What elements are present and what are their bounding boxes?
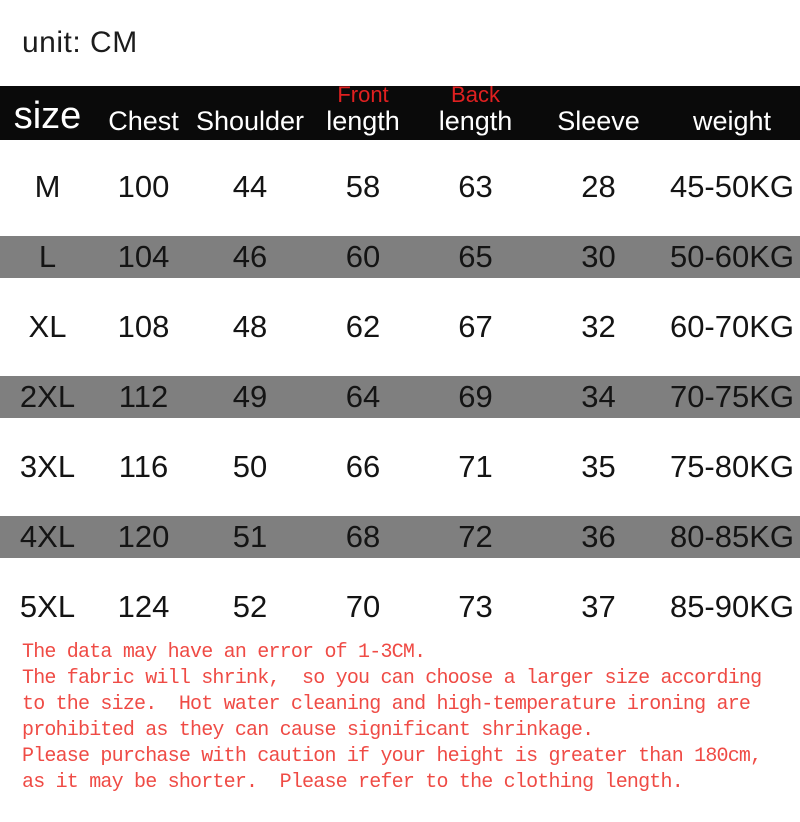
weight-cell: 70-75KG	[669, 379, 795, 414]
chest-cell: 116	[118, 449, 169, 484]
back-length-cell: 69	[458, 379, 493, 414]
disclaimer-notes: The data may have an error of 1-3CM. The…	[0, 640, 800, 796]
size-cell: L	[38, 239, 57, 274]
front-length-cell: 60	[345, 239, 381, 274]
table-row-3xl: 3XL 116 50 66 71 35 75-80KG	[0, 432, 800, 502]
column-header-shoulder: Shoulder	[192, 86, 308, 140]
weight-cell: 80-85KG	[669, 519, 795, 554]
sleeve-cell: 34	[581, 379, 616, 414]
shoulder-cell: 50	[232, 449, 268, 484]
sleeve-cell: 37	[581, 589, 616, 624]
table-row-5xl: 5XL 124 52 70 73 37 85-90KG	[0, 572, 800, 642]
front-length-cell: 66	[345, 449, 381, 484]
column-header-sleeve-label: Sleeve	[557, 106, 640, 136]
table-body: M 100 44 58 63 28 45-50KG L 104 46 60 65…	[0, 152, 800, 642]
shoulder-cell: 52	[232, 589, 268, 624]
size-cell: 3XL	[19, 449, 76, 484]
chest-cell: 104	[117, 239, 170, 274]
size-cell: 4XL	[19, 519, 76, 554]
shoulder-cell: 51	[232, 519, 268, 554]
column-header-size: size	[0, 86, 95, 140]
chest-cell: 112	[118, 379, 169, 414]
table-row-l: L 104 46 60 65 30 50-60KG	[0, 222, 800, 292]
sleeve-cell: 30	[581, 239, 616, 274]
column-header-chest: Chest	[95, 86, 192, 140]
column-header-front-accent: Front	[337, 82, 389, 107]
size-cell: 2XL	[19, 379, 76, 414]
table-header: size Chest Shoulder Front length Back le…	[0, 82, 800, 140]
sleeve-cell: 32	[581, 309, 616, 344]
sleeve-cell: 28	[581, 169, 616, 204]
table-row-xl: XL 108 48 62 67 32 60-70KG	[0, 292, 800, 362]
front-length-cell: 64	[345, 379, 381, 414]
unit-label: unit: CM	[22, 26, 138, 59]
note-line: The fabric will shrink, so you can choos…	[22, 667, 762, 690]
column-header-back-accent: Back	[451, 82, 500, 107]
weight-cell: 85-90KG	[669, 589, 795, 624]
table-row-2xl: 2XL 112 49 64 69 34 70-75KG	[0, 362, 800, 432]
back-length-cell: 73	[458, 589, 493, 624]
shoulder-cell: 46	[232, 239, 268, 274]
weight-cell: 45-50KG	[669, 169, 795, 204]
note-line: as it may be shorter. Please refer to th…	[22, 771, 684, 794]
shoulder-cell: 48	[232, 309, 268, 344]
note-line: The data may have an error of 1-3CM.	[22, 641, 426, 664]
column-header-front-length: Front length	[308, 82, 418, 140]
table-row-m: M 100 44 58 63 28 45-50KG	[0, 152, 800, 222]
chest-cell: 100	[117, 169, 170, 204]
size-cell: XL	[28, 309, 67, 344]
size-cell: M	[34, 169, 61, 204]
column-header-chest-label: Chest	[108, 106, 179, 136]
column-header-shoulder-label: Shoulder	[195, 106, 305, 136]
sleeve-cell: 36	[581, 519, 616, 554]
back-length-cell: 67	[458, 309, 493, 344]
column-header-weight: weight	[664, 86, 800, 140]
sleeve-cell: 35	[581, 449, 616, 484]
front-length-cell: 62	[345, 309, 381, 344]
column-header-front-length-label: length	[326, 106, 400, 136]
shoulder-cell: 44	[232, 169, 268, 204]
size-cell: 5XL	[19, 589, 76, 624]
chest-cell: 120	[117, 519, 170, 554]
weight-cell: 50-60KG	[669, 239, 795, 274]
column-header-weight-label: weight	[692, 106, 772, 136]
back-length-cell: 71	[458, 449, 493, 484]
front-length-cell: 68	[345, 519, 381, 554]
column-header-sleeve: Sleeve	[533, 86, 664, 140]
note-line: to the size. Hot water cleaning and high…	[22, 693, 751, 716]
column-header-back-length: Back length	[418, 82, 533, 140]
table-row-4xl: 4XL 120 51 68 72 36 80-85KG	[0, 502, 800, 572]
back-length-cell: 65	[458, 239, 493, 274]
weight-cell: 60-70KG	[669, 309, 795, 344]
chest-cell: 124	[117, 589, 170, 624]
shoulder-cell: 49	[232, 379, 268, 414]
weight-cell: 75-80KG	[669, 449, 795, 484]
note-line: prohibited as they can cause significant…	[22, 719, 594, 742]
column-header-size-label: size	[13, 95, 82, 137]
column-header-back-length-label: length	[438, 106, 513, 136]
back-length-cell: 72	[458, 519, 493, 554]
back-length-cell: 63	[458, 169, 493, 204]
front-length-cell: 58	[345, 169, 381, 204]
chest-cell: 108	[117, 309, 170, 344]
unit-row: unit: CM	[0, 0, 800, 86]
note-line: Please purchase with caution if your hei…	[22, 745, 762, 768]
front-length-cell: 70	[345, 589, 381, 624]
